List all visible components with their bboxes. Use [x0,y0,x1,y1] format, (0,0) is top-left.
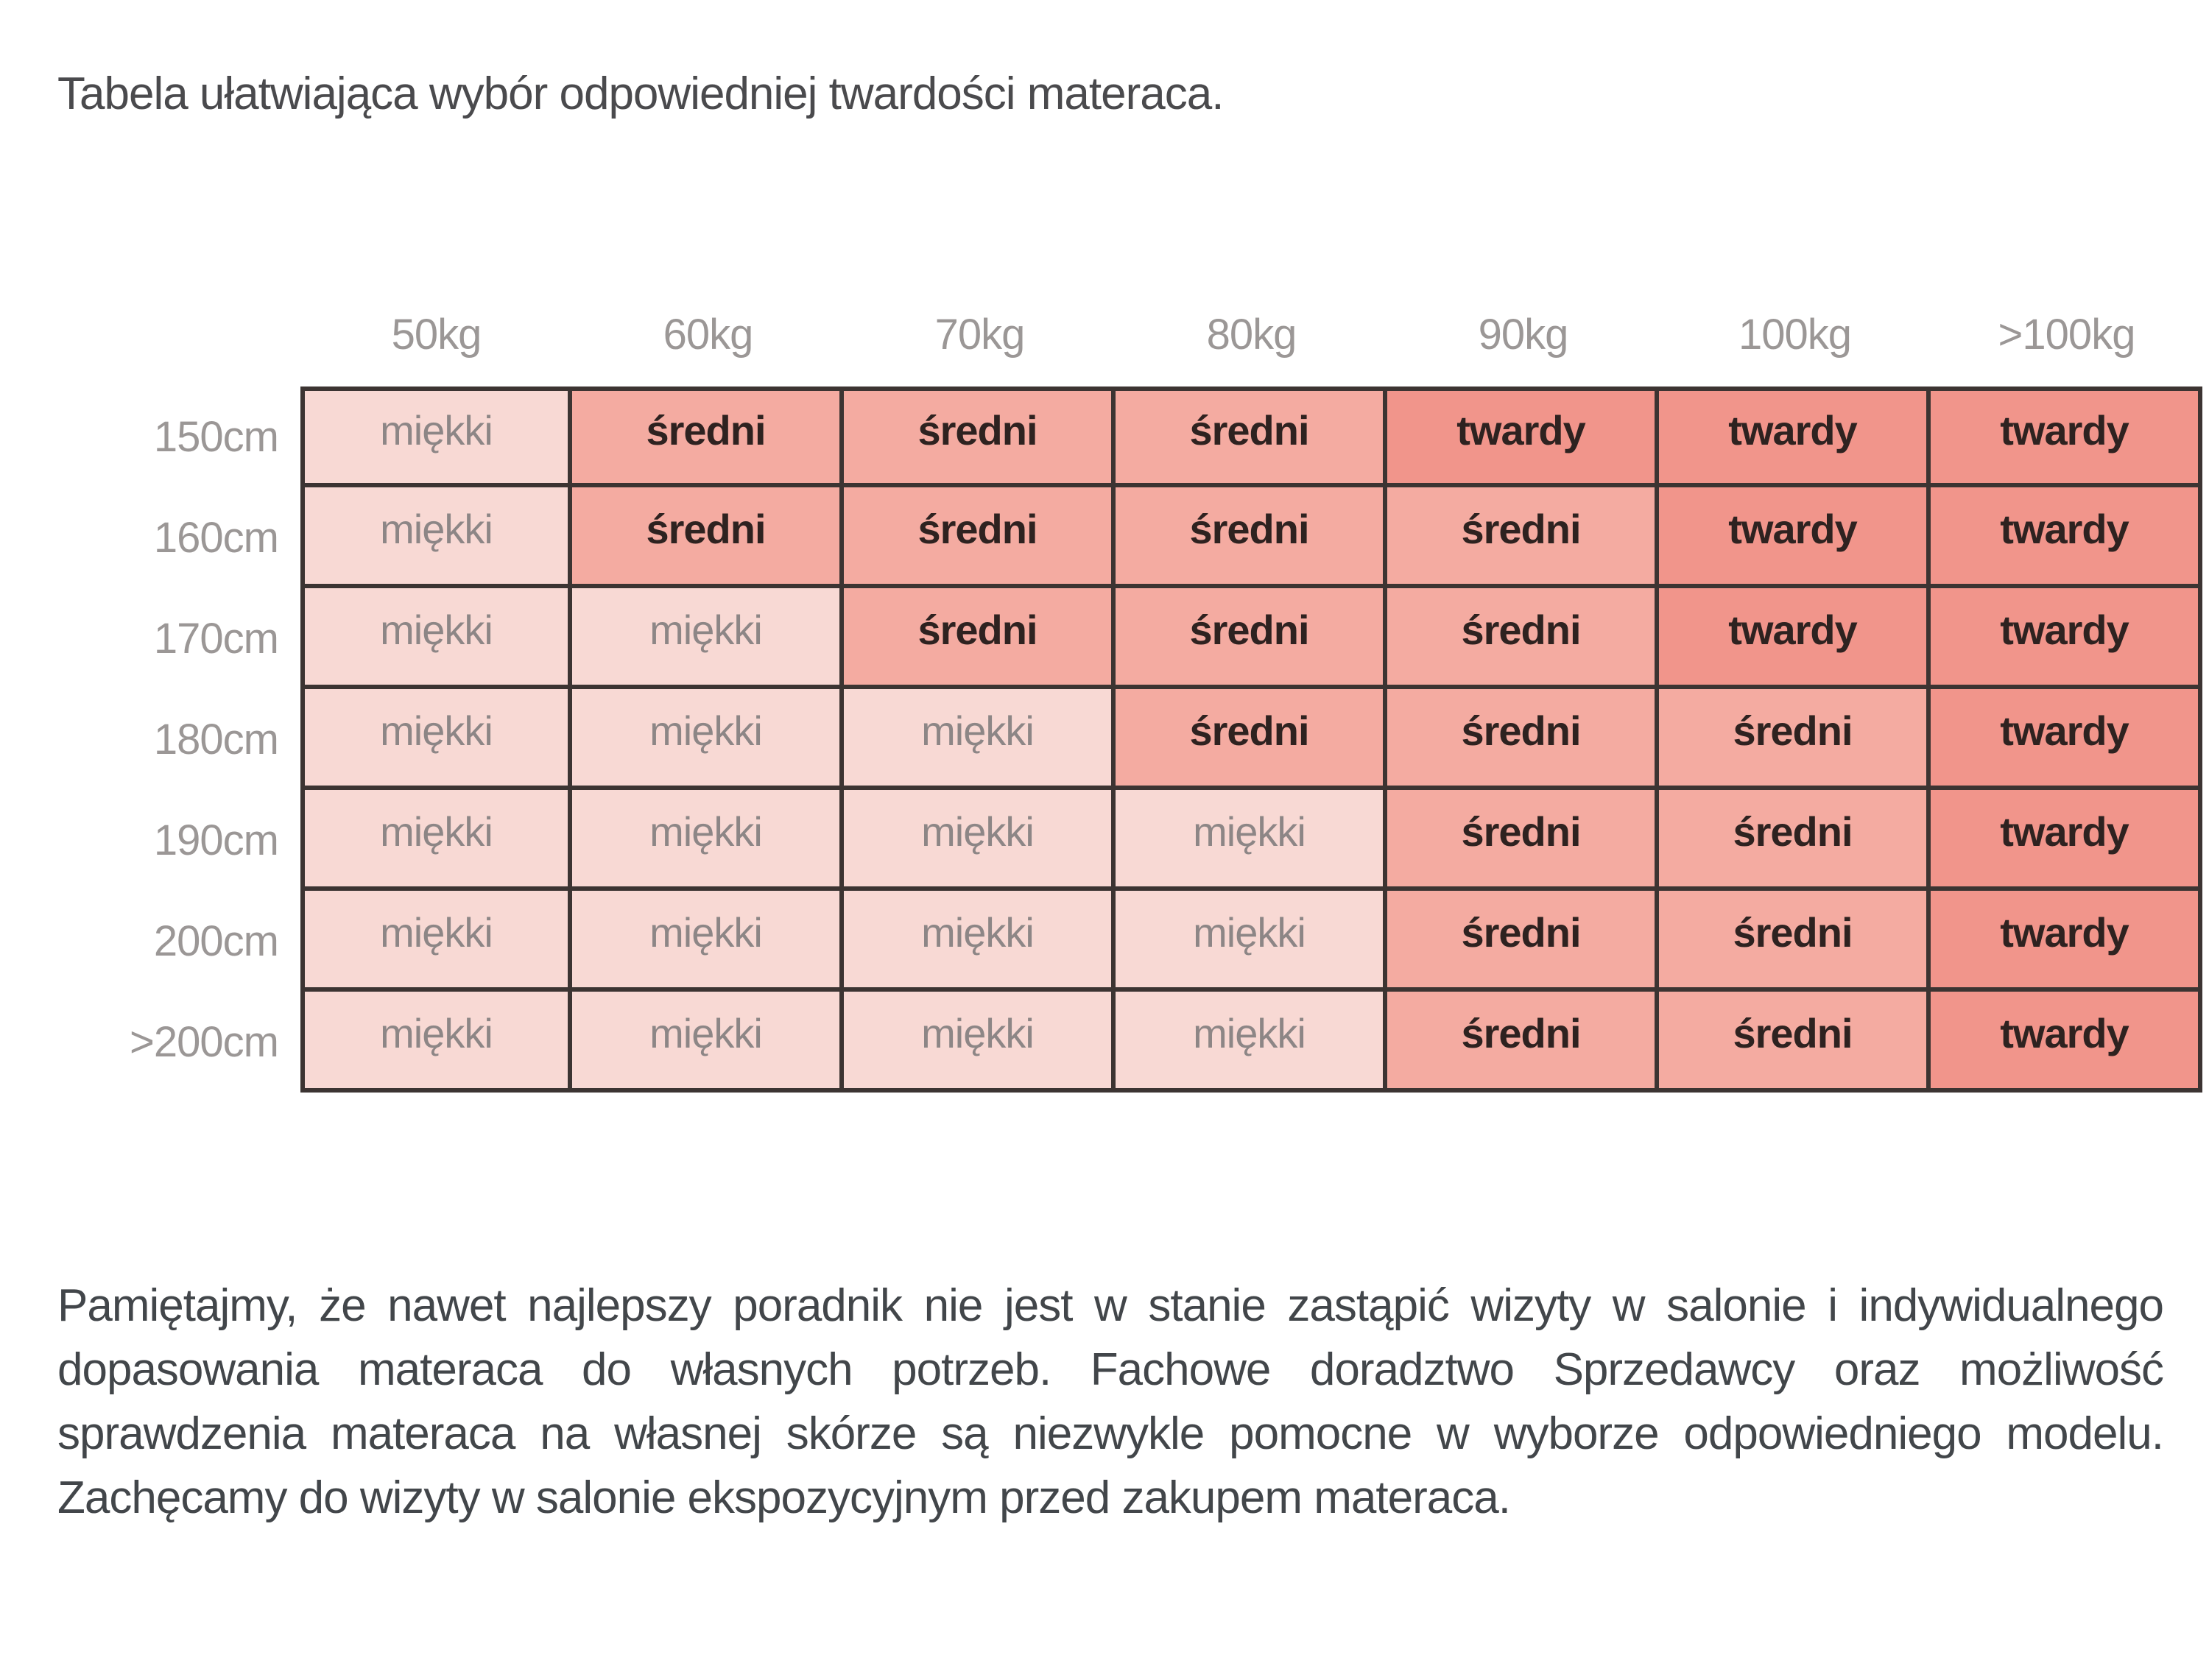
table-cell: miękki [572,891,844,992]
column-header-70kg: 70kg [934,311,1026,359]
table-cell: średni [1387,790,1659,891]
table-cell: miękki [1116,891,1387,992]
table-cell: średni [1659,891,1931,992]
table-cell: średni [1116,588,1387,689]
table-corner-spacer [55,286,300,381]
table-cell: średni [844,387,1116,487]
table-cell: miękki [844,790,1116,891]
table-cell: średni [1387,588,1659,689]
table-cell: miękki [572,689,844,790]
firmness-table: 50kg 60kg 70kg 80kg 90kg 100kg >100kg 150cm mięk… [55,286,2202,1093]
table-cell: średni [1659,992,1931,1093]
row-header-170cm: 170cm [153,615,279,663]
table-cell: twardy [1931,487,2202,588]
table-cell: średni [1387,891,1659,992]
row-header-gt200cm: >200cm [130,1018,279,1066]
table-cell: twardy [1931,588,2202,689]
column-header-80kg: 80kg [1206,311,1297,359]
column-header-50kg: 50kg [391,311,482,359]
page-title: Tabela ułatwiająca wybór odpowiedniej tw… [57,68,1224,119]
column-header-60kg: 60kg [663,311,754,359]
table-cell: miękki [1116,992,1387,1093]
table-cell: miękki [572,992,844,1093]
table-cell: średni [1116,487,1387,588]
table-cell: miękki [300,487,572,588]
table-cell: średni [844,588,1116,689]
row-header-180cm: 180cm [153,716,279,763]
table-cell: miękki [300,689,572,790]
column-header-gt100kg: >100kg [1998,311,2136,359]
table-cell: średni [1387,487,1659,588]
table-cell: średni [1116,689,1387,790]
table-cell: twardy [1931,992,2202,1093]
table-cell: miękki [300,387,572,487]
table-cell: twardy [1931,387,2202,487]
table-cell: miękki [844,992,1116,1093]
table-cell: miękki [300,891,572,992]
table-cell: miękki [1116,790,1387,891]
table-cell: średni [1659,689,1931,790]
column-header-90kg: 90kg [1478,311,1569,359]
table-cell: miękki [300,790,572,891]
table-cell: średni [1387,689,1659,790]
table-cell: średni [572,387,844,487]
table-cell: średni [1116,387,1387,487]
table-cell: twardy [1659,387,1931,487]
table-cell: twardy [1659,487,1931,588]
row-header-200cm: 200cm [153,917,279,965]
table-cell: miękki [844,689,1116,790]
footer-paragraph: Pamiętajmy, że nawet najlepszy poradnik … [57,1280,2164,1523]
table-cell: miękki [300,588,572,689]
table-cell: twardy [1659,588,1931,689]
column-header-100kg: 100kg [1738,311,1852,359]
row-header-160cm: 160cm [153,514,279,562]
table-cell: miękki [572,790,844,891]
table-cell: średni [572,487,844,588]
table-cell: twardy [1931,689,2202,790]
table-cell: średni [844,487,1116,588]
table-cell: twardy [1387,387,1659,487]
table-cell: średni [1387,992,1659,1093]
row-header-190cm: 190cm [153,816,279,864]
row-header-150cm: 150cm [153,413,279,461]
table-cell: średni [1659,790,1931,891]
table-cell: miękki [844,891,1116,992]
table-cell: miękki [300,992,572,1093]
table-cell: miękki [572,588,844,689]
table-cell: twardy [1931,790,2202,891]
table-cell: twardy [1931,891,2202,992]
